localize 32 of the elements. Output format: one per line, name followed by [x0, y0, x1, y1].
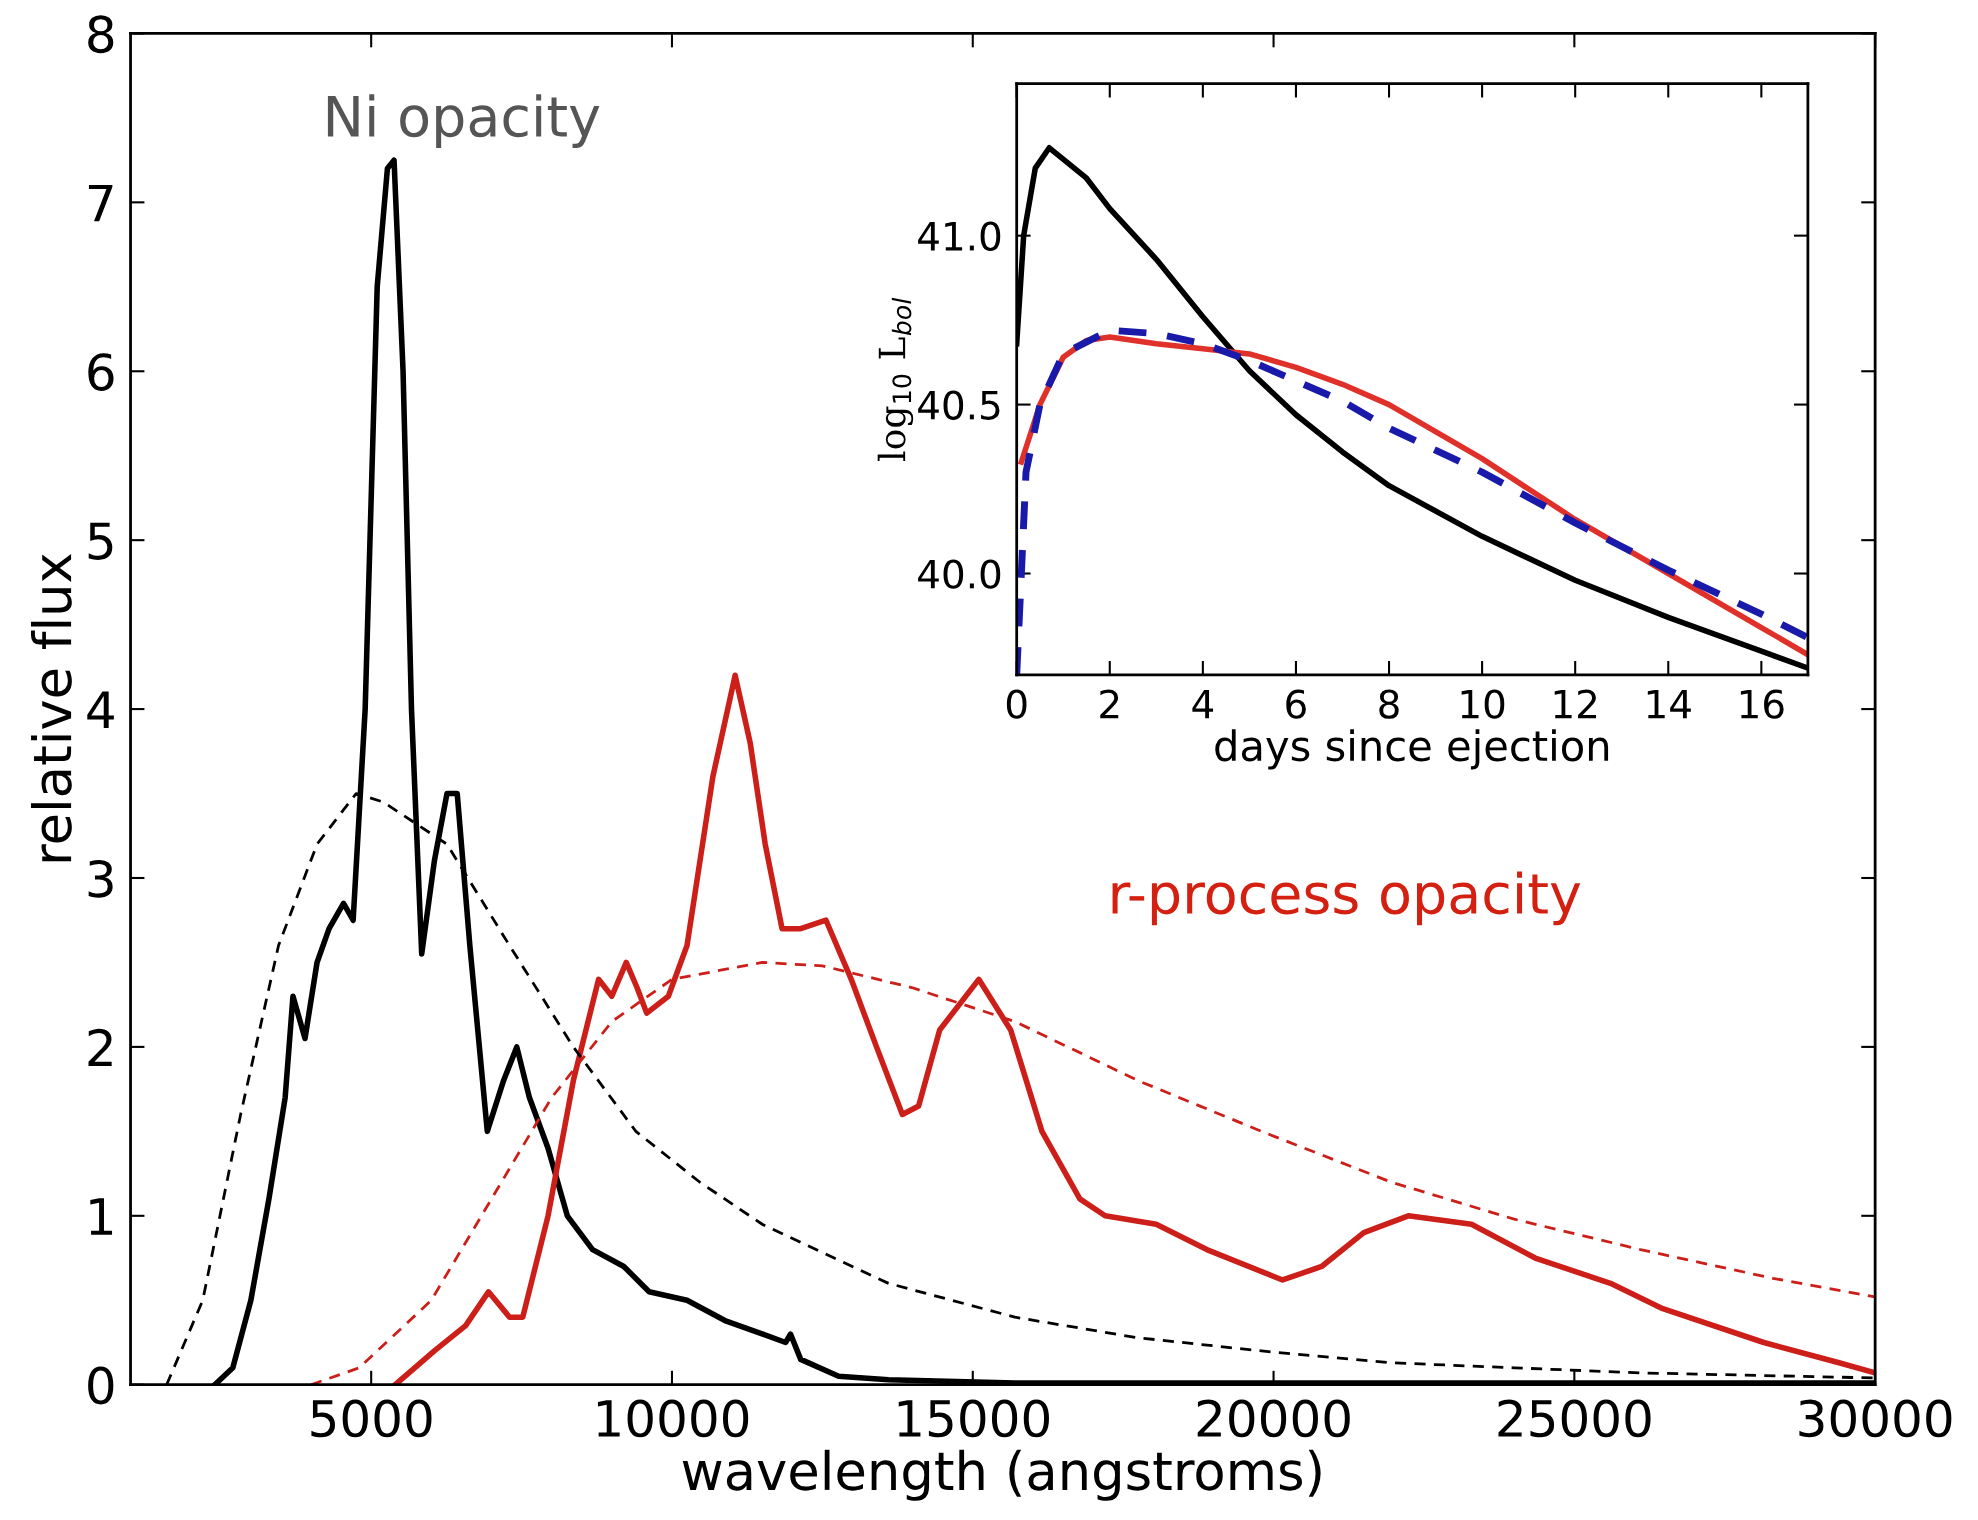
x-axis-title: wavelength (angstroms) [682, 1449, 1321, 1501]
x-tick-label: 10000 [597, 1399, 749, 1438]
x-tick-label: 2 [1100, 689, 1119, 719]
y-tick-label: 2 [88, 1028, 112, 1066]
y-tick-label: 40.5 [918, 390, 1000, 420]
x-tick-label: 0 [1006, 689, 1027, 719]
y-axis-title: relative flux [30, 553, 72, 862]
y-tick-label: 8 [88, 15, 114, 54]
y-tick-label: 6 [88, 353, 114, 391]
x-tick-label: 6 [1286, 689, 1306, 719]
x-tick-label: 15000 [898, 1399, 1049, 1438]
y-tick-label: 0 [88, 1366, 114, 1405]
x-tick-label: 5000 [311, 1399, 432, 1438]
y-axis-title: log$_{10}$ L$_{bol}$ [877, 297, 914, 461]
x-tick-label: 10 [1461, 689, 1505, 719]
annotation: r-process opacity [1112, 871, 1581, 926]
x-tick-label: 30000 [1799, 1399, 1952, 1438]
x-tick-label: 20000 [1197, 1399, 1350, 1438]
x-tick-label: 14 [1647, 689, 1691, 719]
y-tick-label: 5 [88, 522, 113, 560]
y-tick-label: 7 [88, 184, 113, 222]
x-tick-label: 16 [1740, 689, 1784, 719]
y-tick-label: 41.0 [918, 221, 1001, 251]
y-tick-label: 1 [90, 1198, 113, 1235]
x-tick-label: 12 [1554, 689, 1597, 719]
x-tick-label: 8 [1379, 689, 1399, 719]
y-tick-label: 40.0 [918, 559, 1001, 589]
x-tick-label: 25000 [1498, 1399, 1651, 1438]
annotation: Ni opacity [327, 94, 600, 149]
x-tick-label: 4 [1192, 689, 1214, 719]
y-tick-label: 3 [88, 859, 113, 898]
x-axis-title: days since ejection [1215, 729, 1609, 770]
